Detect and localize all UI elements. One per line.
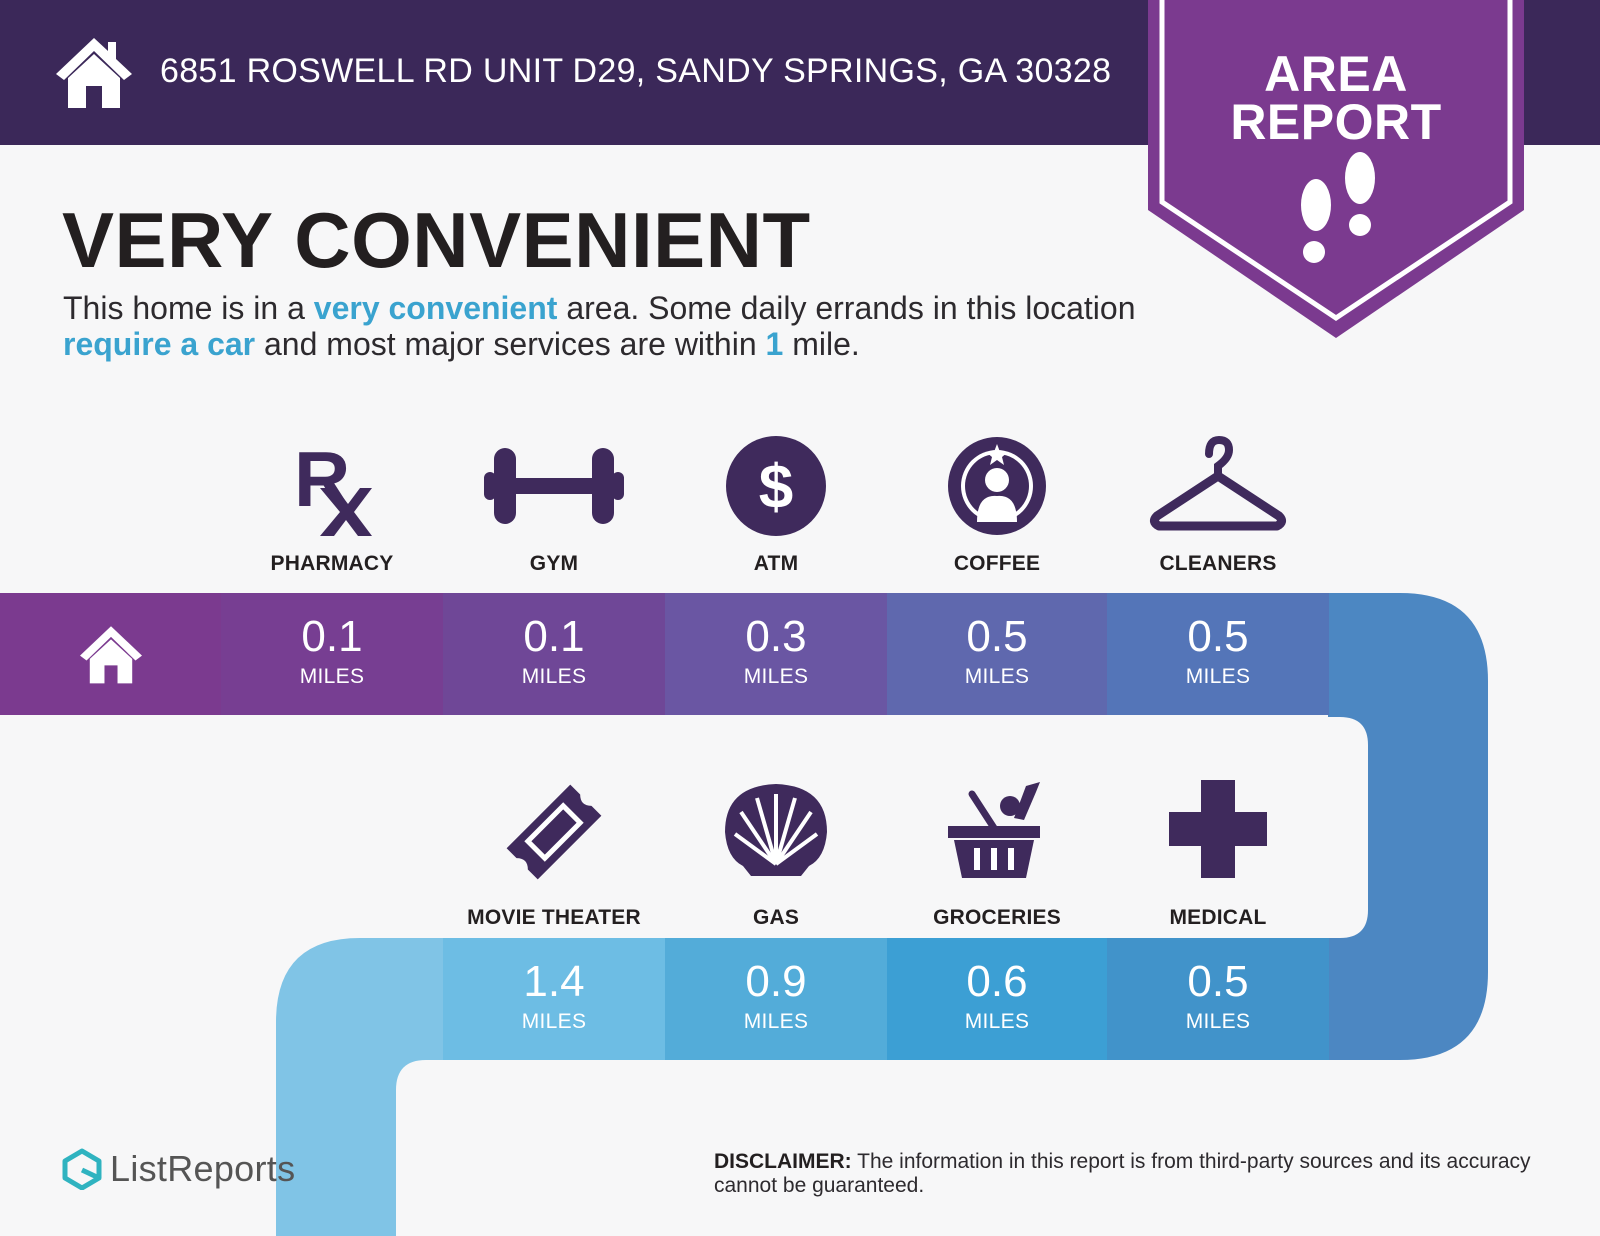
distance-cell-pharmacy: 0.1 MILES	[221, 593, 443, 715]
intro-part: and most major services are within	[255, 326, 766, 362]
listreports-logo-text: ListReports	[110, 1148, 296, 1189]
category-label: MOVIE THEATER	[467, 906, 641, 929]
category-label: CLEANERS	[1159, 552, 1277, 575]
intro-highlight: 1	[765, 326, 784, 362]
category-atm: $ ATM	[665, 436, 887, 582]
distance-unit: MILES	[1185, 665, 1251, 688]
home-icon	[56, 38, 132, 108]
distance-cell-medical: 0.5 MILES	[1107, 938, 1329, 1060]
category-gym: GYM	[443, 436, 665, 582]
category-label: GYM	[529, 552, 579, 575]
disclaimer-label: DISCLAIMER:	[714, 1150, 852, 1173]
category-groceries: GROCERIES	[887, 780, 1107, 929]
distance-unit: MILES	[299, 665, 365, 688]
band-turn-left	[276, 938, 443, 1236]
distance-unit: MILES	[743, 1010, 809, 1033]
basket-icon	[948, 782, 1040, 878]
distance-cell-coffee: 0.5 MILES	[887, 593, 1107, 715]
distance-unit: MILES	[521, 665, 587, 688]
category-movie-theater: MOVIE THEATER	[443, 780, 665, 929]
category-medical: MEDICAL	[1107, 780, 1329, 929]
rx-icon: R	[294, 436, 372, 536]
distance-value: 1.4	[523, 957, 585, 1006]
band-turn-right	[1328, 593, 1488, 1060]
distance-value: 0.5	[966, 612, 1028, 661]
category-label: PHARMACY	[270, 552, 394, 575]
distance-unit: MILES	[521, 1010, 587, 1033]
category-pharmacy: R PHARMACY	[221, 436, 443, 582]
distance-unit: MILES	[743, 665, 809, 688]
category-coffee: COFFEE	[887, 436, 1107, 582]
cross-icon	[1169, 780, 1267, 878]
footprints-icon	[1301, 152, 1375, 263]
distance-value: 0.1	[523, 612, 585, 661]
distance-unit: MILES	[1185, 1010, 1251, 1033]
intro-text: This home is in a very convenient area. …	[63, 290, 1143, 362]
distance-value: 0.1	[301, 612, 363, 661]
svg-text:$: $	[759, 453, 793, 522]
headline: VERY CONVENIENT	[62, 196, 811, 284]
listreports-logo-icon	[62, 1148, 102, 1190]
category-gas: GAS	[665, 780, 887, 929]
badge-line-2: REPORT	[1230, 94, 1442, 150]
shell-icon	[725, 784, 827, 876]
distance-cell-cleaners: 0.5 MILES	[1107, 593, 1329, 715]
distance-cell-atm: 0.3 MILES	[665, 593, 887, 715]
distance-cell-gym: 0.1 MILES	[443, 593, 665, 715]
coffee-logo-icon	[948, 437, 1046, 535]
distance-value: 0.9	[745, 957, 807, 1006]
category-label: MEDICAL	[1169, 906, 1267, 929]
hanger-icon	[1149, 436, 1287, 531]
intro-highlight: require a car	[63, 326, 256, 362]
distance-unit: MILES	[964, 1010, 1030, 1033]
distance-value: 0.5	[1187, 957, 1249, 1006]
category-label: GAS	[752, 906, 800, 929]
band-home-cell	[0, 593, 221, 715]
intro-part: area. Some daily errands in this locatio…	[557, 290, 1136, 326]
address-title: 6851 ROSWELL RD UNIT D29, SANDY SPRINGS,…	[160, 52, 1112, 90]
area-report-badge	[1148, 0, 1524, 338]
category-label: ATM	[753, 552, 799, 575]
disclaimer: DISCLAIMER: The information in this repo…	[714, 1150, 1544, 1198]
distance-unit: MILES	[964, 665, 1030, 688]
badge-line-1: AREA	[1264, 46, 1408, 102]
intro-highlight: very convenient	[313, 290, 558, 326]
category-label: COFFEE	[953, 552, 1041, 575]
ticket-icon	[506, 784, 602, 880]
distance-cell-gas: 0.9 MILES	[665, 938, 887, 1060]
intro-part: mile.	[783, 326, 860, 362]
dollar-icon: $	[726, 436, 826, 536]
intro-part: This home is in a	[63, 290, 314, 326]
home-icon	[79, 626, 142, 684]
disclaimer-text: The information in this report is from t…	[714, 1150, 1531, 1197]
distance-value: 0.3	[745, 612, 807, 661]
category-cleaners: CLEANERS	[1107, 436, 1329, 582]
distance-value: 0.6	[966, 957, 1028, 1006]
badge-title: AREA REPORT	[1148, 46, 1524, 150]
distance-value: 0.5	[1187, 612, 1249, 661]
dumbbell-icon	[484, 448, 624, 524]
category-label: GROCERIES	[933, 906, 1061, 929]
distance-cell-groceries: 0.6 MILES	[887, 938, 1107, 1060]
distance-cell-movie-theater: 1.4 MILES	[443, 938, 665, 1060]
